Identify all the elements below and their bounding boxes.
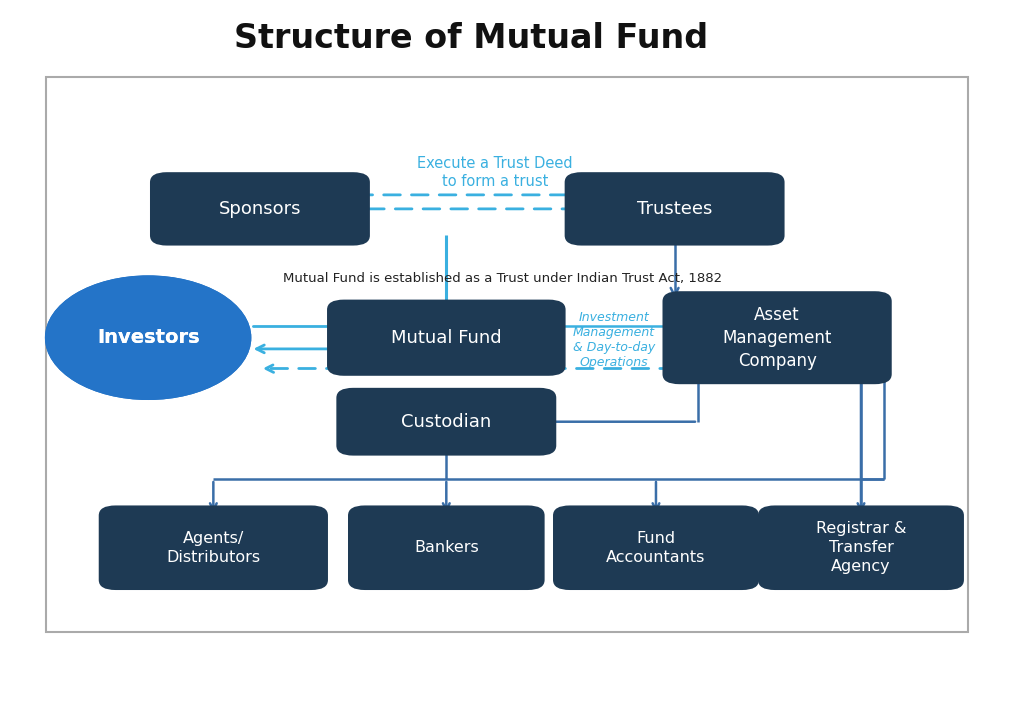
Circle shape	[46, 276, 251, 399]
Text: Investors: Investors	[97, 328, 200, 347]
Text: Custodian: Custodian	[401, 413, 492, 430]
Text: Investors: Investors	[97, 328, 200, 347]
FancyBboxPatch shape	[758, 506, 964, 590]
Text: Investment
Management
& Day-to-day
Operations: Investment Management & Day-to-day Opera…	[572, 311, 655, 369]
FancyBboxPatch shape	[98, 506, 328, 590]
FancyBboxPatch shape	[564, 172, 784, 245]
FancyBboxPatch shape	[336, 388, 556, 456]
Text: Mutual Fund is established as a Trust under Indian Trust Act, 1882: Mutual Fund is established as a Trust un…	[283, 272, 722, 286]
Text: SEBI: SEBI	[924, 22, 986, 45]
Text: 5: 5	[987, 669, 999, 687]
Text: Agents/
Distributors: Agents/ Distributors	[166, 530, 260, 565]
Circle shape	[46, 276, 251, 399]
FancyBboxPatch shape	[327, 300, 565, 376]
Text: Registrar &
Transfer
Agency: Registrar & Transfer Agency	[816, 521, 906, 574]
FancyBboxPatch shape	[553, 506, 759, 590]
Text: Trustees: Trustees	[637, 200, 713, 218]
Text: Fund
Accountants: Fund Accountants	[606, 530, 706, 565]
Text: Asset
Management
Company: Asset Management Company	[722, 306, 831, 369]
Text: Execute a Trust Deed
to form a trust: Execute a Trust Deed to form a trust	[418, 156, 573, 189]
Text: Bankers: Bankers	[414, 540, 478, 555]
Text: Structure of Mutual Fund: Structure of Mutual Fund	[233, 23, 709, 55]
FancyBboxPatch shape	[150, 172, 370, 245]
FancyBboxPatch shape	[46, 77, 968, 632]
Text: Sponsors: Sponsors	[219, 200, 301, 218]
Text: Mutual Fund: Mutual Fund	[391, 329, 502, 347]
FancyBboxPatch shape	[348, 506, 545, 590]
FancyBboxPatch shape	[663, 291, 892, 384]
